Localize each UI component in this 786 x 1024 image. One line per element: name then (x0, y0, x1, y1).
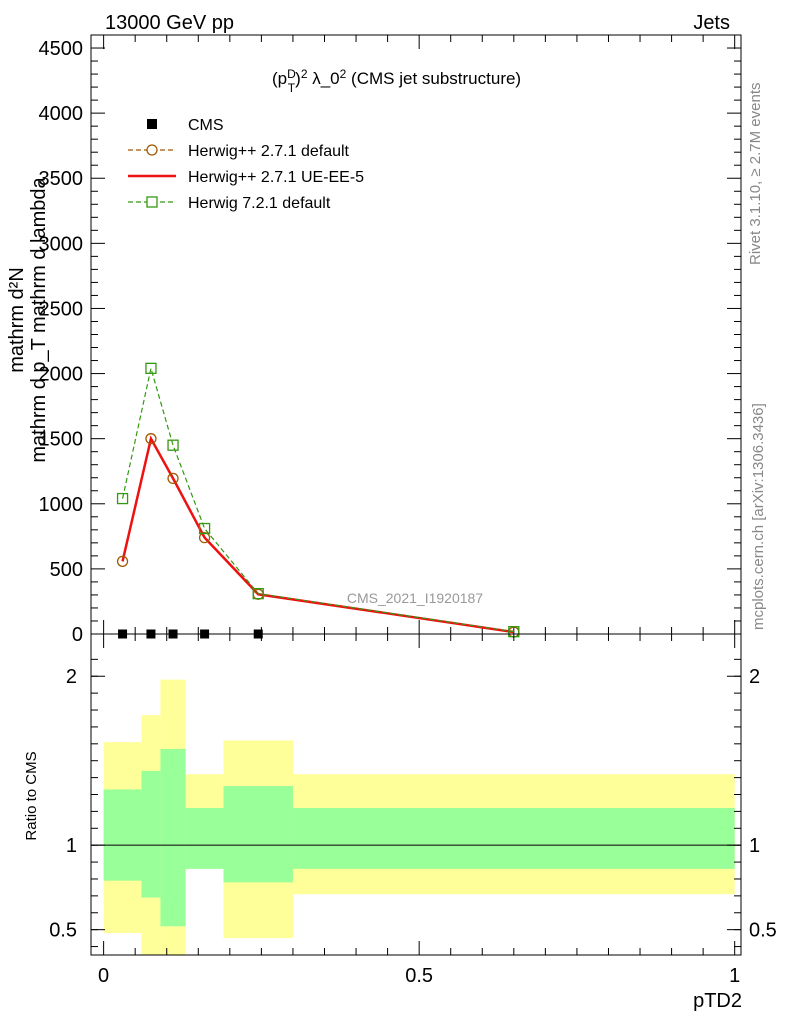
mcplots-label: mcplots.cern.ch [arXiv:1306.3436] (750, 403, 767, 630)
ratio-band-inner-3 (185, 808, 224, 869)
main-plot: 0 500 1000 1500 2000 2500 3000 3500 4000 4500 (39, 34, 742, 646)
xaxis-label: pTD2 (693, 990, 742, 1012)
ratio-ytick-label-right: 1 (749, 835, 760, 857)
herwig-default-point (198, 531, 211, 544)
ratio-ytick-label: 1 (66, 835, 77, 857)
ratio-ytick-label-right: 2 (749, 666, 760, 688)
legend-label-0: CMS (188, 117, 224, 134)
main-ytick-label: 4500 (39, 38, 84, 60)
herwig72-point (167, 439, 179, 451)
svg-text:(pDT)2 λ_02 (CMS jet substruct: (pD T)2 λ_02 (CMS jet substructure) (272, 67, 521, 95)
ratio-ytick-label: 0.5 (49, 920, 77, 942)
main-ytick-label: 4000 (39, 103, 84, 125)
legend-square-marker (146, 196, 158, 208)
svg-text:mathrm d²N: mathrm d²N (6, 267, 28, 373)
legend-cms-marker (147, 119, 157, 129)
main-ytick-label: 3500 (39, 168, 84, 190)
herwig-default-point (116, 555, 129, 567)
main-ytick-label: 0 (72, 624, 83, 646)
ratio-frame (90, 633, 742, 956)
ratio-band-inner-2 (160, 748, 186, 927)
plot-title: (pD T)2 λ_02 (CMS jet substructure) (272, 67, 521, 95)
main-ylabel: mathrm d²N mathrm d p_T mathrm d lambda (6, 176, 50, 462)
xtick-label: 1 (729, 965, 740, 987)
header-process-label: Jets (693, 12, 730, 34)
ratio-band-inner-5 (292, 808, 735, 869)
main-ytick-label: 1000 (39, 494, 84, 516)
main-ytick-label: 2500 (39, 298, 84, 320)
legend-label-1: Herwig++ 2.7.1 default (188, 143, 350, 160)
main-ytick-label: 1500 (39, 429, 84, 451)
herwig-default-point (167, 472, 179, 485)
legend-label-2: Herwig++ 2.7.1 UE-EE-5 (188, 169, 364, 186)
ratio-band-inner-0 (103, 789, 142, 881)
herwig72-point (145, 362, 157, 375)
header-energy-label: 13000 GeV pp (105, 12, 234, 34)
legend: CMS Herwig++ 2.7.1 default Herwig++ 2.7.1 … (128, 117, 364, 212)
ratio-band-inner-4 (223, 786, 293, 883)
herwig72-point (252, 587, 264, 600)
svg-text:mathrm d p_T mathrm d lambda: mathrm d p_T mathrm d lambda (28, 176, 50, 462)
ratio-ylabel: Ratio to CMS (23, 751, 40, 840)
main-ytick-label: 3000 (39, 233, 84, 255)
rivet-version-label: Rivet 3.1.10, ≥ 2.7M events (747, 83, 764, 266)
xtick-label: 0 (98, 965, 109, 987)
series-line-2 (121, 435, 514, 634)
xtick-label: 0.5 (405, 965, 433, 987)
ratio-ytick-label-right: 0.5 (749, 920, 777, 942)
herwig72-point (116, 492, 129, 505)
series-line-3 (121, 368, 514, 633)
ratio-ytick-label: 2 (66, 666, 77, 688)
herwig72-point (198, 522, 211, 535)
legend-circle-marker (146, 144, 158, 156)
main-ytick-label: 500 (50, 559, 83, 581)
ratio-plot: 0.5 0.5 1 1 2 2 0 0.5 1 (49, 633, 777, 987)
analysis-watermark: CMS_2021_I1920187 (347, 590, 483, 606)
main-ytick-label: 2000 (39, 364, 84, 386)
legend-label-3: Herwig 7.2.1 default (188, 195, 331, 212)
ratio-band-inner-1 (141, 770, 161, 898)
herwig-default-point (145, 433, 157, 445)
